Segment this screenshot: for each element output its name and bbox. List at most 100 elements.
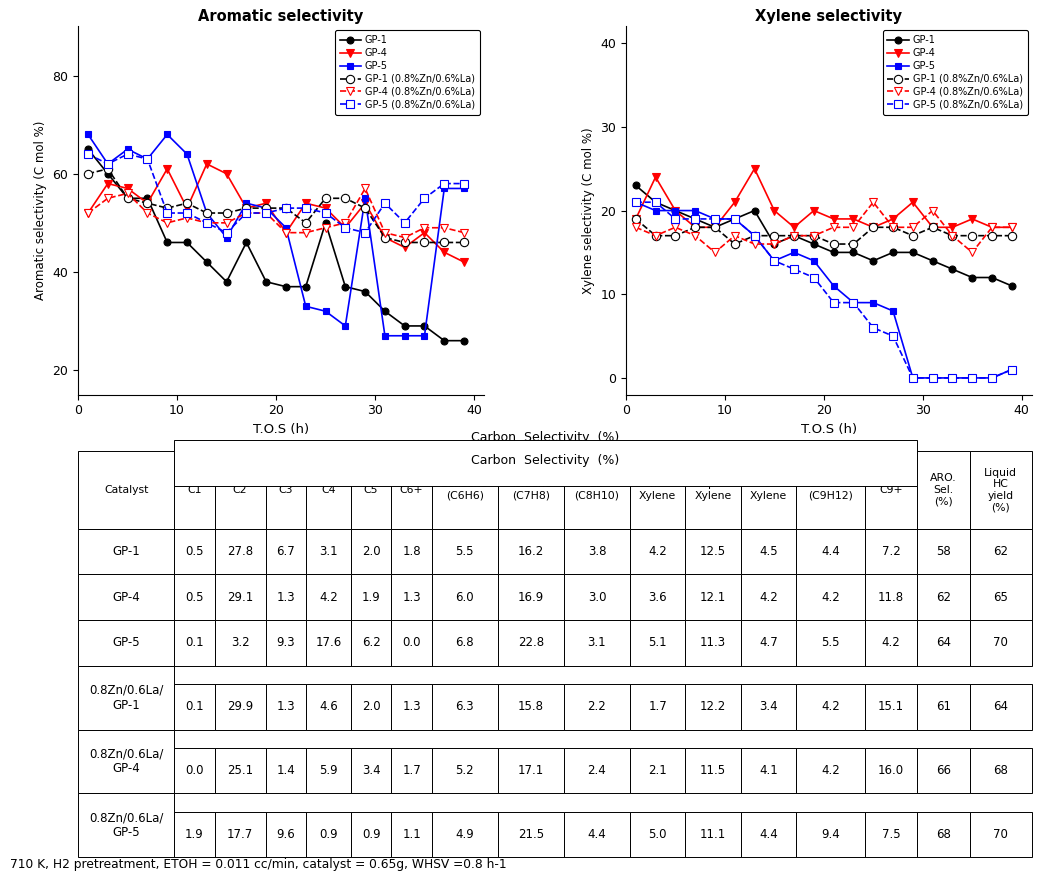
- GP-4 (0.8%Zn/0.6%La): [649, 230, 662, 241]
- GP-1 (0.8%Zn/0.6%La): [438, 237, 450, 248]
- GP-1 (0.8%Zn/0.6%La): [946, 230, 959, 241]
- GP-4 (0.8%Zn/0.6%La): [728, 230, 741, 241]
- GP-5 (0.8%Zn/0.6%La): [358, 228, 371, 238]
- GP-4 (0.8%Zn/0.6%La): [339, 218, 351, 228]
- GP-4: [378, 232, 391, 243]
- GP-5 (0.8%Zn/0.6%La): [160, 208, 173, 219]
- GP-5: [986, 372, 998, 383]
- GP-4 (0.8%Zn/0.6%La): [689, 230, 701, 241]
- GP-4 (0.8%Zn/0.6%La): [768, 239, 780, 250]
- GP-5 (0.8%Zn/0.6%La): [986, 372, 998, 383]
- GP-5 (0.8%Zn/0.6%La): [926, 372, 939, 383]
- GP-1: [1006, 280, 1018, 291]
- GP-4 (0.8%Zn/0.6%La): [966, 247, 978, 258]
- GP-4 (0.8%Zn/0.6%La): [81, 208, 94, 219]
- GP-5: [788, 247, 800, 258]
- GP-5 (0.8%Zn/0.6%La): [689, 213, 701, 224]
- GP-4: [847, 213, 860, 224]
- GP-4: [358, 198, 371, 208]
- GP-5: [907, 372, 919, 383]
- Bar: [174, 440, 917, 486]
- GP-4 (0.8%Zn/0.6%La): [418, 222, 430, 233]
- GP-5 (0.8%Zn/0.6%La): [629, 197, 642, 207]
- GP-1: [907, 247, 919, 258]
- GP-4 (0.8%Zn/0.6%La): [279, 228, 292, 238]
- GP-5: [808, 256, 820, 266]
- GP-4 (0.8%Zn/0.6%La): [827, 222, 840, 233]
- GP-1: [160, 237, 173, 248]
- GP-5: [847, 297, 860, 308]
- GP-5 (0.8%Zn/0.6%La): [220, 228, 232, 238]
- GP-4 (0.8%Zn/0.6%La): [438, 222, 450, 233]
- GP-1: [887, 247, 899, 258]
- GP-5: [121, 144, 133, 154]
- GP-1 (0.8%Zn/0.6%La): [907, 230, 919, 241]
- GP-5: [378, 331, 391, 341]
- GP-1 (0.8%Zn/0.6%La): [220, 208, 232, 219]
- GP-4 (0.8%Zn/0.6%La): [160, 218, 173, 228]
- GP-4 (0.8%Zn/0.6%La): [907, 222, 919, 233]
- GP-4 (0.8%Zn/0.6%La): [319, 222, 331, 233]
- GP-4: [398, 242, 411, 252]
- GP-4: [438, 247, 450, 258]
- GP-1 (0.8%Zn/0.6%La): [1006, 230, 1018, 241]
- GP-4: [867, 222, 879, 233]
- GP-5: [728, 213, 741, 224]
- GP-4 (0.8%Zn/0.6%La): [986, 222, 998, 233]
- GP-1: [966, 273, 978, 283]
- GP-1: [259, 276, 272, 287]
- GP-5 (0.8%Zn/0.6%La): [649, 197, 662, 207]
- GP-4 (0.8%Zn/0.6%La): [867, 197, 879, 207]
- GP-4 (0.8%Zn/0.6%La): [101, 193, 114, 204]
- GP-5: [709, 213, 721, 224]
- GP-1 (0.8%Zn/0.6%La): [160, 203, 173, 213]
- Y-axis label: Aromatic selectivity (C mol %): Aromatic selectivity (C mol %): [34, 121, 47, 300]
- Text: 710 K, H2 pretreatment, ETOH = 0.011 cc/min, catalyst = 0.65g, WHSV =0.8 h-1: 710 K, H2 pretreatment, ETOH = 0.011 cc/…: [10, 858, 507, 871]
- GP-4: [160, 163, 173, 174]
- Text: Carbon  Selectivity  (%): Carbon Selectivity (%): [471, 454, 619, 467]
- GP-4: [946, 222, 959, 233]
- GP-4: [709, 222, 721, 233]
- GP-5 (0.8%Zn/0.6%La): [279, 203, 292, 213]
- GP-5: [926, 372, 939, 383]
- GP-5 (0.8%Zn/0.6%La): [299, 203, 312, 213]
- GP-4: [669, 206, 681, 216]
- GP-4: [121, 183, 133, 194]
- GP-5: [339, 321, 351, 332]
- GP-5 (0.8%Zn/0.6%La): [748, 230, 761, 241]
- GP-5: [220, 232, 232, 243]
- GP-1: [827, 247, 840, 258]
- GP-1 (0.8%Zn/0.6%La): [808, 230, 820, 241]
- GP-1 (0.8%Zn/0.6%La): [788, 230, 800, 241]
- GP-4 (0.8%Zn/0.6%La): [200, 218, 213, 228]
- GP-4: [986, 222, 998, 233]
- GP-4 (0.8%Zn/0.6%La): [709, 247, 721, 258]
- GP-4: [319, 203, 331, 213]
- Title: Xylene selectivity: Xylene selectivity: [755, 9, 902, 24]
- GP-4: [339, 222, 351, 233]
- GP-4 (0.8%Zn/0.6%La): [629, 222, 642, 233]
- GP-4 (0.8%Zn/0.6%La): [398, 232, 411, 243]
- GP-1 (0.8%Zn/0.6%La): [728, 239, 741, 250]
- GP-5 (0.8%Zn/0.6%La): [339, 222, 351, 233]
- GP-4 (0.8%Zn/0.6%La): [1006, 222, 1018, 233]
- GP-4: [827, 213, 840, 224]
- GP-1: [946, 264, 959, 274]
- GP-5: [358, 193, 371, 204]
- Line: GP-1: GP-1: [632, 182, 1015, 289]
- GP-1 (0.8%Zn/0.6%La): [887, 222, 899, 233]
- GP-5 (0.8%Zn/0.6%La): [669, 213, 681, 224]
- GP-5: [827, 280, 840, 291]
- Line: GP-1: GP-1: [84, 146, 468, 344]
- GP-4 (0.8%Zn/0.6%La): [141, 208, 153, 219]
- GP-1 (0.8%Zn/0.6%La): [378, 232, 391, 243]
- GP-4 (0.8%Zn/0.6%La): [259, 208, 272, 219]
- GP-5 (0.8%Zn/0.6%La): [259, 208, 272, 219]
- GP-1 (0.8%Zn/0.6%La): [689, 222, 701, 233]
- GP-5 (0.8%Zn/0.6%La): [81, 149, 94, 160]
- GP-1 (0.8%Zn/0.6%La): [180, 198, 193, 208]
- GP-4: [788, 222, 800, 233]
- GP-1 (0.8%Zn/0.6%La): [240, 203, 252, 213]
- GP-5: [81, 129, 94, 139]
- GP-4: [101, 178, 114, 189]
